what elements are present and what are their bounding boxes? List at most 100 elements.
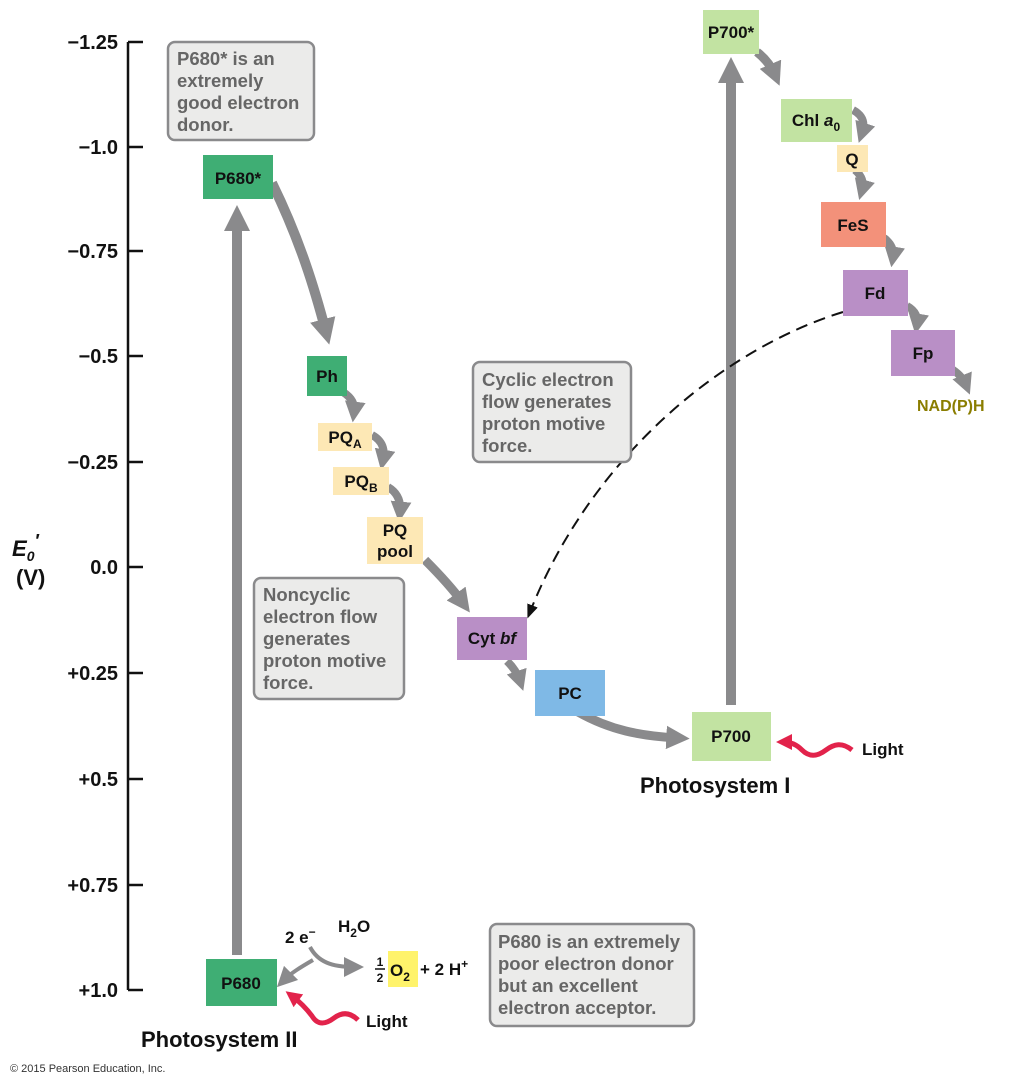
svg-text:PQA: PQA [328,428,362,451]
axis-label: E0′ [12,531,39,564]
oxygen-highlight [388,951,418,987]
carrier-fp: Fp [891,330,955,376]
svg-text:electron flow: electron flow [263,606,378,627]
svg-text:P700: P700 [711,727,751,746]
light-arrow-ps1 [776,734,854,758]
carrier-ph: Ph [307,356,347,396]
svg-text:PQ: PQ [383,521,408,540]
svg-text:P680 is an extremely: P680 is an extremely [498,931,681,952]
pqpool-to-cytbf-arrow [421,556,470,613]
carrier-p680star: P680* [203,155,273,199]
svg-text:Q: Q [845,150,858,169]
svg-text:1: 1 [377,955,384,969]
svg-text:generates: generates [263,628,350,649]
light-arrow-ps2 [285,991,360,1026]
carrier-q: Q [837,145,868,172]
svg-text:pool: pool [377,542,413,561]
svg-text:Fd: Fd [865,284,886,303]
carrier-chl-a0: Chl a0 [781,99,852,142]
water-to-oxygen-arrow [308,945,364,977]
tick-label: −0.25 [67,452,118,474]
svg-text:P680: P680 [221,974,261,993]
nadph-label: NAD(P)H [917,398,985,415]
carrier-boxes: P680* Ph PQA PQB PQ pool Cyt bf PC [203,10,985,1006]
oxygen-label: O2 [390,961,410,984]
tick-label: −1.0 [79,137,118,159]
svg-text:Cyclic electron: Cyclic electron [482,369,614,390]
light-label-ps2: Light [366,1012,408,1031]
svg-text:proton motive: proton motive [482,413,605,434]
light-label-ps1: Light [862,740,904,759]
tick-label: −0.75 [67,241,118,263]
svg-text:poor electron donor: poor electron donor [498,953,674,974]
note-noncyclic: Noncyclic electron flow generates proton… [252,576,406,701]
svg-text:2: 2 [377,971,384,985]
svg-text:proton motive: proton motive [263,650,386,671]
svg-text:P680* is an: P680* is an [177,48,275,69]
svg-text:Chl a0: Chl a0 [792,111,841,134]
carrier-pqa: PQA [318,423,372,451]
photosystem-1-title: Photosystem I [640,773,790,798]
svg-text:but an excellent: but an excellent [498,975,638,996]
carrier-fd: Fd [843,270,908,316]
electron-flow-arrows [224,48,972,988]
carrier-cyt-bf: Cyt bf [457,617,527,660]
svg-text:P700*: P700* [708,23,755,42]
tick-label: 0.0 [90,557,118,579]
tick-label: +0.25 [67,663,118,685]
carrier-pc: PC [535,670,605,716]
svg-text:force.: force. [482,435,532,456]
carrier-fes: FeS [821,202,886,247]
svg-text:electron acceptor.: electron acceptor. [498,997,656,1018]
svg-text:extremely: extremely [177,70,264,91]
cyclic-flow-arrow [527,311,844,619]
pqb-to-pqpool-arrow [385,483,412,523]
carrier-pqb: PQB [333,467,389,495]
svg-text:PQB: PQB [344,472,378,495]
protons-label: + 2 H+ [420,957,468,979]
p680star-to-ph-arrow [267,180,336,345]
svg-text:Cyt bf: Cyt bf [468,629,519,648]
fd-to-fp-arrow [904,302,929,335]
svg-text:PC: PC [558,684,582,703]
tick-label: −1.25 [67,32,118,54]
energy-axis: −1.25 −1.0 −0.75 −0.5 −0.25 0.0 +0.25 +0… [12,32,143,1002]
tick-label: +0.5 [79,769,118,791]
note-p680star: P680* is an extremely good electron dono… [166,40,316,142]
svg-text:Fp: Fp [913,344,934,363]
chla0-to-q-arrow [850,106,876,143]
svg-text:Noncyclic: Noncyclic [263,584,350,605]
tick-label: +1.0 [79,980,118,1002]
pc-to-p700-arrow [575,708,690,750]
note-p680: P680 is an extremely poor electron donor… [488,922,696,1028]
axis-tick-labels: −1.25 −1.0 −0.75 −0.5 −0.25 0.0 +0.25 +0… [67,32,118,1002]
electrons-label: 2 e− [285,925,316,947]
q-to-fes-arrow [852,166,875,201]
svg-text:good electron: good electron [177,92,299,113]
copyright-text: © 2015 Pearson Education, Inc. [10,1063,165,1075]
carrier-p700: P700 [692,712,771,761]
svg-text:donor.: donor. [177,114,234,135]
svg-text:force.: force. [263,672,313,693]
cytbf-to-pc-arrow [504,658,527,691]
carrier-p700star: P700* [703,10,759,54]
water-label: H2O [338,917,370,940]
svg-text:Ph: Ph [316,367,338,386]
svg-text:flow generates: flow generates [482,391,612,412]
photosystem-2-title: Photosystem II [141,1027,297,1052]
carrier-pq-pool: PQ pool [367,517,423,564]
half-fraction: 1 2 [375,955,385,985]
tick-label: −0.5 [79,346,118,368]
pqa-to-pqb-arrow [369,431,396,471]
axis-unit: (V) [16,565,45,590]
p700star-to-chla0-arrow [754,48,782,86]
svg-text:P680*: P680* [215,169,262,188]
electrons-to-p680-arrow [276,958,315,988]
note-cyclic: Cyclic electron flow generates proton mo… [471,360,633,464]
water-splitting: 2 e− H2O 1 2 O2 + 2 H+ [285,917,468,987]
svg-text:FeS: FeS [837,216,868,235]
tick-label: +0.75 [67,875,118,897]
carrier-p680: P680 [206,959,277,1006]
